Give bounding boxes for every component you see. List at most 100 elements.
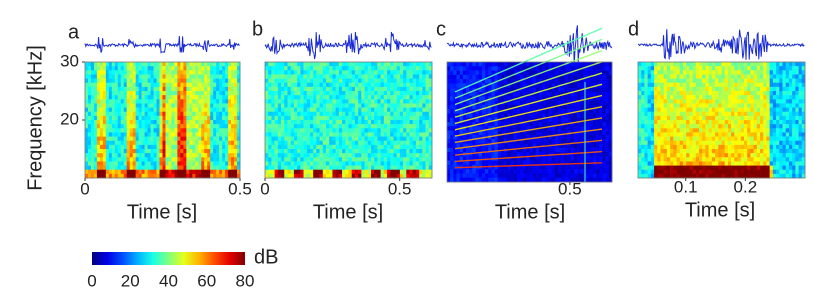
spectrogram-cell bbox=[97, 74, 100, 78]
spectrogram-cell bbox=[171, 170, 174, 174]
spectrogram-cell bbox=[139, 70, 142, 74]
spectrogram-cell bbox=[294, 137, 298, 141]
spectrogram-cell bbox=[231, 74, 234, 78]
spectrogram-cell bbox=[284, 153, 288, 157]
spectrogram-cell bbox=[118, 103, 121, 107]
spectrogram-cell bbox=[294, 128, 298, 132]
spectrogram-cell bbox=[130, 95, 133, 99]
spectrogram-cell bbox=[571, 83, 574, 88]
spectrogram-cell bbox=[488, 161, 491, 166]
spectrogram-cell bbox=[413, 128, 417, 132]
spectrogram-cell bbox=[641, 70, 645, 74]
spectrogram-cell bbox=[686, 83, 690, 87]
spectrogram-cell bbox=[300, 62, 304, 66]
spectrogram-cell bbox=[523, 152, 526, 157]
spectrogram-cell bbox=[198, 141, 201, 145]
spectrogram-cell bbox=[457, 131, 460, 136]
spectrogram-cell bbox=[118, 120, 121, 124]
spectrogram-cell bbox=[118, 145, 121, 149]
spectrogram-cell bbox=[165, 74, 168, 78]
spectrogram-cell bbox=[115, 91, 118, 95]
spectrogram-cell bbox=[577, 75, 580, 80]
spectrogram-cell bbox=[297, 128, 301, 132]
spectrogram-cell bbox=[336, 141, 340, 145]
spectrogram-cell bbox=[127, 149, 130, 153]
spectrogram-cell bbox=[201, 124, 204, 128]
spectrogram-cell bbox=[673, 74, 677, 78]
spectrogram-cell bbox=[638, 74, 642, 78]
spectrogram-cell bbox=[287, 116, 291, 120]
spectrogram-cell bbox=[151, 157, 154, 161]
spectrogram-cell bbox=[400, 74, 404, 78]
spectrogram-cell bbox=[268, 166, 272, 170]
spectrogram-cell bbox=[207, 157, 210, 161]
spectrogram-cell bbox=[300, 95, 304, 99]
spectrogram-cell bbox=[384, 166, 388, 170]
spectrogram-cell bbox=[133, 103, 136, 107]
spectrogram-cell bbox=[693, 99, 697, 103]
spectrogram-cell bbox=[97, 108, 100, 112]
spectrogram-cell bbox=[358, 108, 362, 112]
spectrogram-cell bbox=[228, 170, 231, 174]
spectrogram-cell bbox=[234, 66, 237, 70]
spectrogram-cell bbox=[192, 166, 195, 170]
spectrogram-cell bbox=[201, 157, 204, 161]
spectrogram-cell bbox=[165, 157, 168, 161]
spectrogram-cell bbox=[657, 87, 661, 91]
spectrogram-cell bbox=[297, 83, 301, 87]
spectrogram-cell bbox=[602, 118, 605, 123]
spectrogram-cell bbox=[222, 128, 225, 132]
spectrogram-cell bbox=[130, 120, 133, 124]
spectrogram-cell bbox=[136, 112, 139, 116]
spectrogram-cell bbox=[278, 99, 282, 103]
spectrogram-cell bbox=[281, 70, 285, 74]
spectrogram-cell bbox=[287, 62, 291, 66]
spectrogram-cell bbox=[234, 62, 237, 66]
spectrogram-cell bbox=[638, 116, 642, 120]
spectrogram-cell bbox=[673, 70, 677, 74]
spectrogram-cell bbox=[281, 74, 285, 78]
spectrogram-cell bbox=[520, 66, 523, 71]
spectrogram-cell bbox=[384, 124, 388, 128]
spectrogram-cell bbox=[297, 137, 301, 141]
spectrogram-cell bbox=[422, 79, 426, 83]
spectrogram-cell bbox=[222, 116, 225, 120]
spectrogram-cell bbox=[284, 120, 288, 124]
spectrogram-cell bbox=[88, 128, 91, 132]
spectrogram-cell bbox=[231, 120, 234, 124]
spectrogram-cell bbox=[320, 79, 324, 83]
spectrogram-cell bbox=[596, 66, 599, 71]
spectrogram-cell bbox=[177, 74, 180, 78]
spectrogram-cell bbox=[689, 91, 693, 95]
spectrogram-cell bbox=[271, 95, 275, 99]
spectrogram-cell bbox=[133, 120, 136, 124]
spectrogram-cell bbox=[463, 122, 466, 127]
spectrogram-cell bbox=[539, 148, 542, 153]
spectrogram-cell bbox=[574, 96, 577, 101]
spectrogram-cell bbox=[673, 79, 677, 83]
spectrogram-cell bbox=[542, 75, 545, 80]
spectrogram-cell bbox=[304, 62, 308, 66]
spectrogram-cell bbox=[163, 124, 166, 128]
spectrogram-cell bbox=[677, 62, 681, 66]
spectrogram-cell bbox=[219, 149, 222, 153]
spectrogram-cell bbox=[268, 141, 272, 145]
waveform bbox=[638, 29, 804, 60]
spectrogram-cell bbox=[345, 91, 349, 95]
spectrogram-cell bbox=[210, 132, 213, 136]
spectrogram-cell bbox=[121, 153, 124, 157]
spectrogram-cell bbox=[225, 141, 228, 145]
spectrogram-cell bbox=[109, 62, 112, 66]
spectrogram-cell bbox=[213, 74, 216, 78]
spectrogram-cell bbox=[268, 108, 272, 112]
spectrogram-cell bbox=[355, 149, 359, 153]
spectrogram-cell bbox=[177, 103, 180, 107]
spectrogram-cell bbox=[469, 71, 472, 76]
spectrogram-cell bbox=[142, 112, 145, 116]
spectrogram-cell bbox=[103, 116, 106, 120]
spectrogram-cell bbox=[204, 116, 207, 120]
spectrogram-cell bbox=[278, 149, 282, 153]
spectrogram-cell bbox=[109, 132, 112, 136]
spectrogram-cell bbox=[207, 132, 210, 136]
spectrogram-cell bbox=[549, 109, 552, 114]
